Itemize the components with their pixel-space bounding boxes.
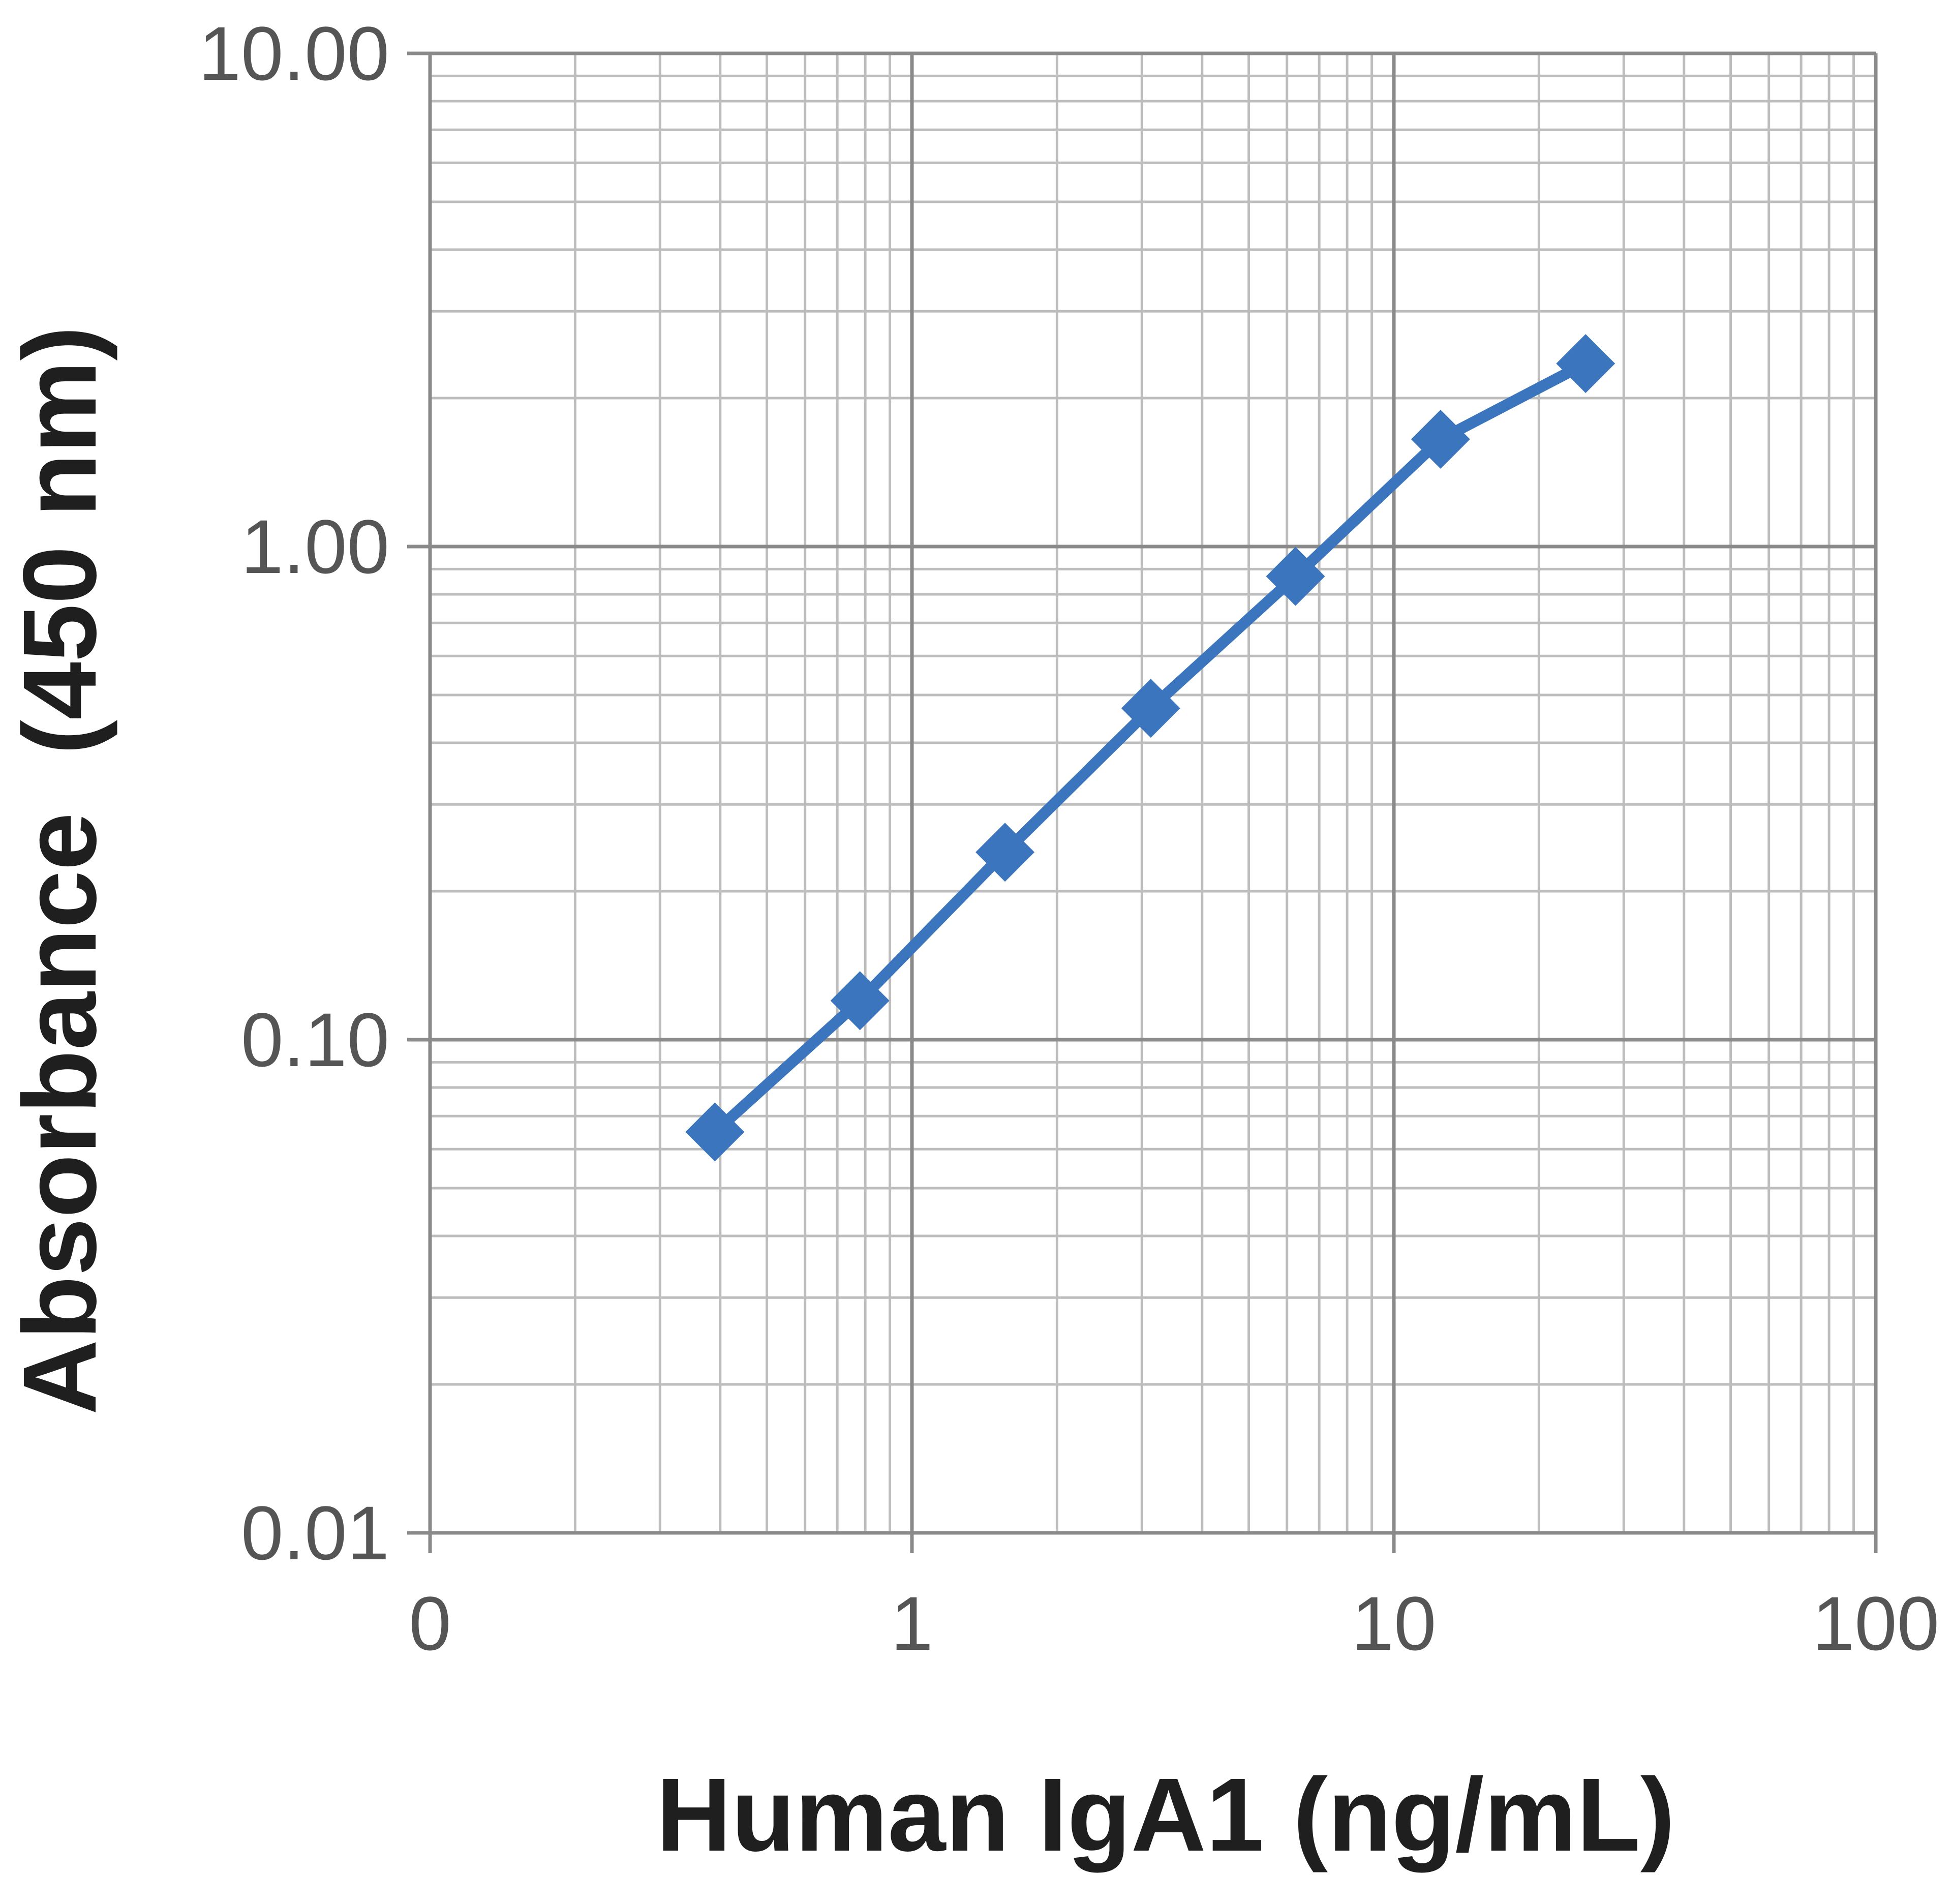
y-tick-label: 1.00 [241, 504, 389, 589]
series-layer [685, 334, 1615, 1162]
data-point-marker [975, 823, 1035, 882]
y-tick-label: 10.00 [199, 11, 389, 96]
data-point-marker [1556, 334, 1615, 394]
data-point-marker [1121, 679, 1180, 738]
y-tick-labels: 0.01 0.10 1.00 10.00 [199, 11, 389, 1576]
x-tick-label: 1 [891, 1581, 933, 1666]
x-axis-title: Human IgA1 (ng/mL) [656, 1757, 1675, 1873]
x-tick-label: 10 [1352, 1581, 1437, 1666]
data-point-marker [1411, 410, 1470, 469]
data-point-marker [830, 971, 890, 1031]
x-tick-label: 0 [409, 1581, 451, 1666]
grid-major [428, 51, 1878, 1535]
grid-minor [430, 53, 1876, 1533]
y-tick-label: 0.10 [241, 997, 389, 1082]
axis-tick-marks [407, 51, 1878, 1553]
x-tick-label: 100 [1812, 1581, 1939, 1666]
series-line [709, 358, 1592, 1138]
y-axis-title: Absorbance (450 nm) [2, 326, 118, 1415]
data-point-marker [1266, 547, 1325, 606]
x-tick-labels: 0 1 10 100 [409, 1581, 1939, 1666]
y-tick-label: 0.01 [241, 1490, 389, 1576]
data-point-marker [685, 1102, 745, 1162]
